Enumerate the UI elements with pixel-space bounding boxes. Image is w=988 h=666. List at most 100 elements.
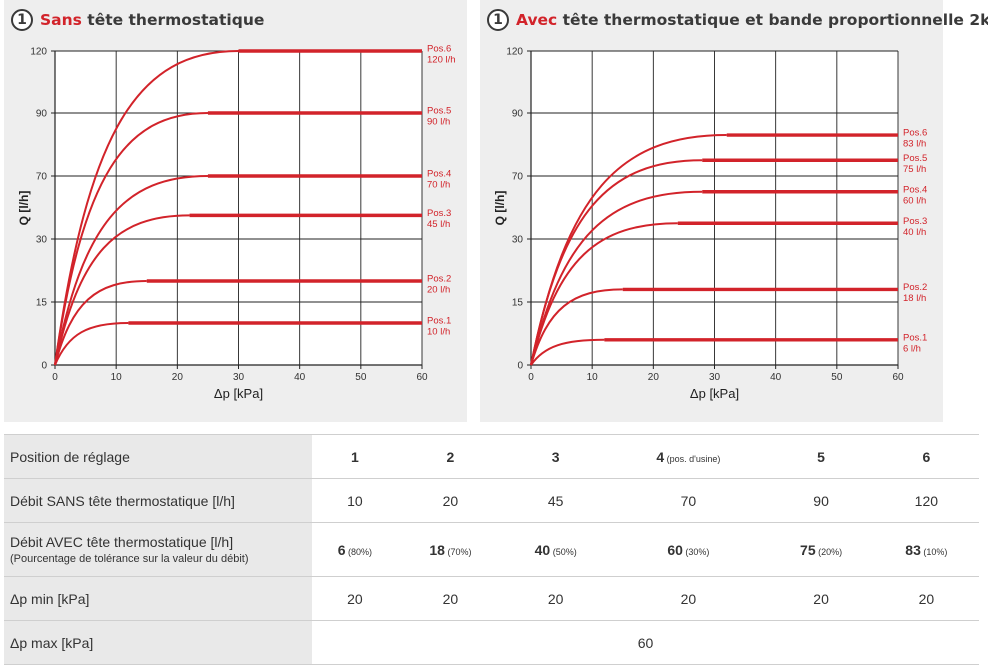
y-tick-label: 15 (512, 298, 524, 309)
y-tick-label: 70 (512, 172, 524, 183)
row-header: Débit SANS tête thermostatique [l/h] (4, 478, 312, 523)
table-cell: 3 (503, 434, 609, 479)
series-name-label: Pos.1 (903, 332, 927, 343)
series-name-label: Pos.6 (427, 44, 451, 55)
x-tick-label: 30 (709, 372, 721, 383)
table-cell: 120 (873, 478, 979, 523)
panel-header: 1 Sans tête thermostatique (11, 9, 264, 31)
x-axis-label: Δp [kPa] (690, 386, 739, 401)
series-value-label: 18 l/h (903, 293, 926, 304)
y-tick-label: 120 (506, 47, 523, 58)
table-cell: 20 (397, 478, 504, 523)
series-name-label: Pos.1 (427, 316, 451, 327)
series-value-label: 75 l/h (903, 164, 926, 175)
row-note: (Pourcentage de tolérance sur la valeur … (10, 553, 249, 565)
title-accent: Sans (40, 11, 82, 29)
series-curve-pos1 (54, 322, 129, 366)
table-cell-merged: 60 (312, 620, 979, 665)
series-name-label: Pos.6 (903, 128, 927, 139)
series-value-label: 83 l/h (903, 139, 926, 150)
x-tick-label: 20 (648, 372, 660, 383)
title-rest: tête thermostatique et bande proportionn… (557, 11, 988, 29)
y-tick-label: 70 (36, 172, 48, 183)
chart-panel-right: 1 Avec tête thermostatique et bande prop… (480, 0, 988, 422)
table-cell: 18 (70%) (397, 522, 504, 577)
series-name-label: Pos.4 (903, 184, 927, 195)
title-accent: Avec (516, 11, 558, 29)
y-tick-label: 15 (36, 298, 48, 309)
series-name-label: Pos.2 (903, 282, 927, 293)
table-cell: 20 (397, 576, 504, 621)
series-name-label: Pos.4 (427, 169, 451, 180)
table-cell: 6 (80%) (312, 522, 398, 577)
x-tick-label: 0 (528, 372, 534, 383)
table-cell: 70 (608, 478, 769, 523)
table-row: Δp min [kPa] 20 20 20 20 20 20 (4, 576, 979, 621)
table-cell: 40 (50%) (503, 522, 609, 577)
table-cell: 75 (20%) (768, 522, 874, 577)
series-curve-pos6 (54, 50, 239, 366)
series-value-label: 45 l/h (427, 219, 450, 230)
table-cell: 5 (768, 434, 874, 479)
table-cell: 20 (312, 576, 398, 621)
table-cell: 2 (397, 434, 504, 479)
table-cell: 60 (30%) (608, 522, 769, 577)
x-tick-label: 50 (831, 372, 843, 383)
series-curve-pos4 (54, 175, 208, 366)
x-tick-label: 50 (355, 372, 367, 383)
series-name-label: Pos.3 (903, 216, 927, 227)
series-value-label: 6 l/h (903, 343, 921, 354)
flow-chart-without-thermostatic-head: 0 10 20 30 40 50 60 0 15 30 70 90 120 Δp [kPa] Q [l/h]… (17, 44, 456, 402)
table-cell: 6 (873, 434, 979, 479)
table-row: Δp max [kPa] 60 (4, 620, 979, 665)
x-tick-label: 20 (172, 372, 184, 383)
panel-title: Avec tête thermostatique et bande propor… (516, 11, 988, 29)
flow-chart-with-thermostatic-head: 0 10 20 30 40 50 60 0 15 30 70 90 120 Δp [kPa] Q [l/h]… (493, 47, 927, 402)
series-name-label: Pos.5 (427, 106, 451, 117)
x-axis-label: Δp [kPa] (214, 386, 263, 401)
series-value-label: 90 l/h (427, 117, 450, 128)
series-curve-pos6 (530, 134, 727, 366)
panel-header: 1 Avec tête thermostatique et bande prop… (487, 9, 988, 31)
table-cell: 20 (503, 576, 609, 621)
y-tick-label: 90 (512, 109, 524, 120)
series-value-label: 120 l/h (427, 55, 456, 66)
y-axis-label: Q [l/h] (17, 191, 31, 226)
panel-title: Sans tête thermostatique (40, 11, 264, 29)
title-rest: tête thermostatique (81, 11, 265, 29)
number-badge: 1 (11, 9, 33, 31)
table-row: Position de réglage 1 2 3 4 (pos. d'usin… (4, 434, 979, 479)
table-cell: 45 (503, 478, 609, 523)
series-value-label: 70 l/h (427, 180, 450, 191)
table-cell: 20 (873, 576, 979, 621)
series-name-label: Pos.2 (427, 274, 451, 285)
specification-table: Position de réglage 1 2 3 4 (pos. d'usin… (4, 434, 979, 665)
table-cell: 10 (312, 478, 398, 523)
series-value-label: 10 l/h (427, 327, 450, 338)
y-tick-label: 90 (36, 109, 48, 120)
table-cell: 20 (608, 576, 769, 621)
chart-panel-left: 1 Sans tête thermostatique 0 10 20 30 40 50 60… (4, 0, 467, 422)
x-tick-label: 10 (587, 372, 599, 383)
table-row: Débit SANS tête thermostatique [l/h] 10 … (4, 478, 979, 523)
y-tick-label: 0 (41, 361, 47, 372)
y-tick-label: 120 (30, 47, 47, 58)
x-tick-label: 40 (770, 372, 782, 383)
x-tick-label: 10 (111, 372, 123, 383)
table-cell: 83 (10%) (873, 522, 979, 577)
row-header: Δp min [kPa] (4, 576, 312, 621)
row-header: Δp max [kPa] (4, 620, 312, 665)
x-tick-label: 0 (52, 372, 58, 383)
table-cell: 20 (768, 576, 874, 621)
y-tick-label: 0 (517, 361, 523, 372)
series-name-label: Pos.5 (903, 153, 927, 164)
table-cell: 1 (312, 434, 398, 479)
series-curve-pos2 (530, 288, 623, 366)
y-axis-label: Q [l/h] (493, 191, 507, 226)
series-name-label: Pos.3 (427, 208, 451, 219)
table-row: Débit AVEC tête thermostatique [l/h] (Pou… (4, 522, 979, 577)
x-tick-label: 30 (233, 372, 245, 383)
series-value-label: 40 l/h (903, 227, 926, 238)
series-curve-pos1 (530, 338, 605, 366)
series-curve-pos4 (530, 190, 703, 366)
